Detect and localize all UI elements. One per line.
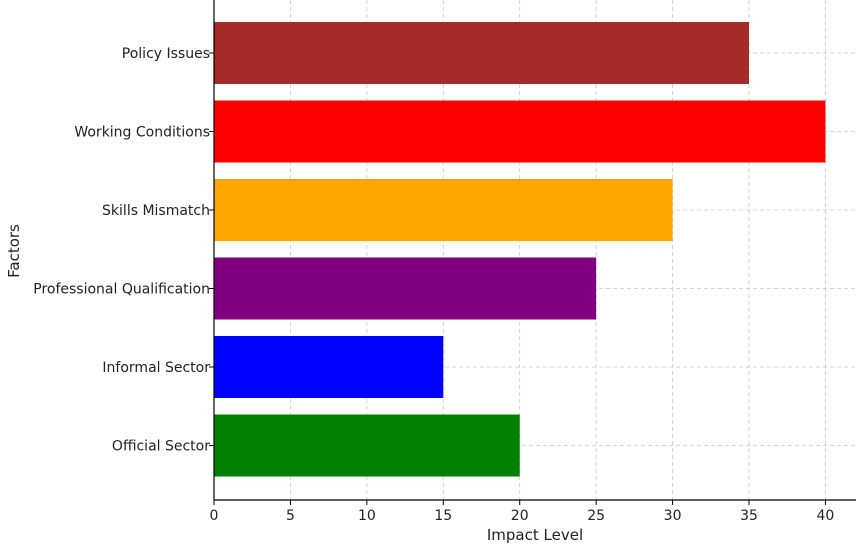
y-tick-label: Informal Sector (102, 360, 210, 376)
bar-policy-issues (214, 22, 749, 84)
bar-skills-mismatch (214, 179, 673, 241)
x-tick-label: 15 (434, 508, 452, 524)
axis-layer: 0 5 10 15 20 25 30 35 40 Official Sector Informal … (33, 0, 856, 524)
x-axis-title: Impact Level (487, 526, 583, 544)
y-tick-label: Working Conditions (74, 125, 210, 141)
bar-official-sector (214, 414, 520, 477)
x-tick-label: 0 (210, 508, 219, 524)
x-tick-label: 10 (358, 508, 376, 524)
y-tick-label: Policy Issues (122, 46, 210, 62)
x-tick-label: 20 (511, 508, 529, 524)
bar-professional-qualification (214, 257, 597, 320)
y-tick-label: Skills Mismatch (102, 203, 210, 219)
x-tick-label: 35 (740, 508, 758, 524)
y-axis-title: Factors (5, 224, 23, 278)
y-tick-label: Official Sector (112, 439, 210, 455)
x-tick-label: 30 (664, 508, 682, 524)
y-tick-label: Professional Qualification (33, 282, 210, 298)
bar-layer (214, 22, 826, 477)
x-tick-label: 25 (587, 508, 605, 524)
bar-informal-sector (214, 336, 444, 398)
x-tick-label: 40 (817, 508, 835, 524)
x-tick-label: 5 (286, 508, 295, 524)
bar-working-conditions (214, 100, 826, 163)
